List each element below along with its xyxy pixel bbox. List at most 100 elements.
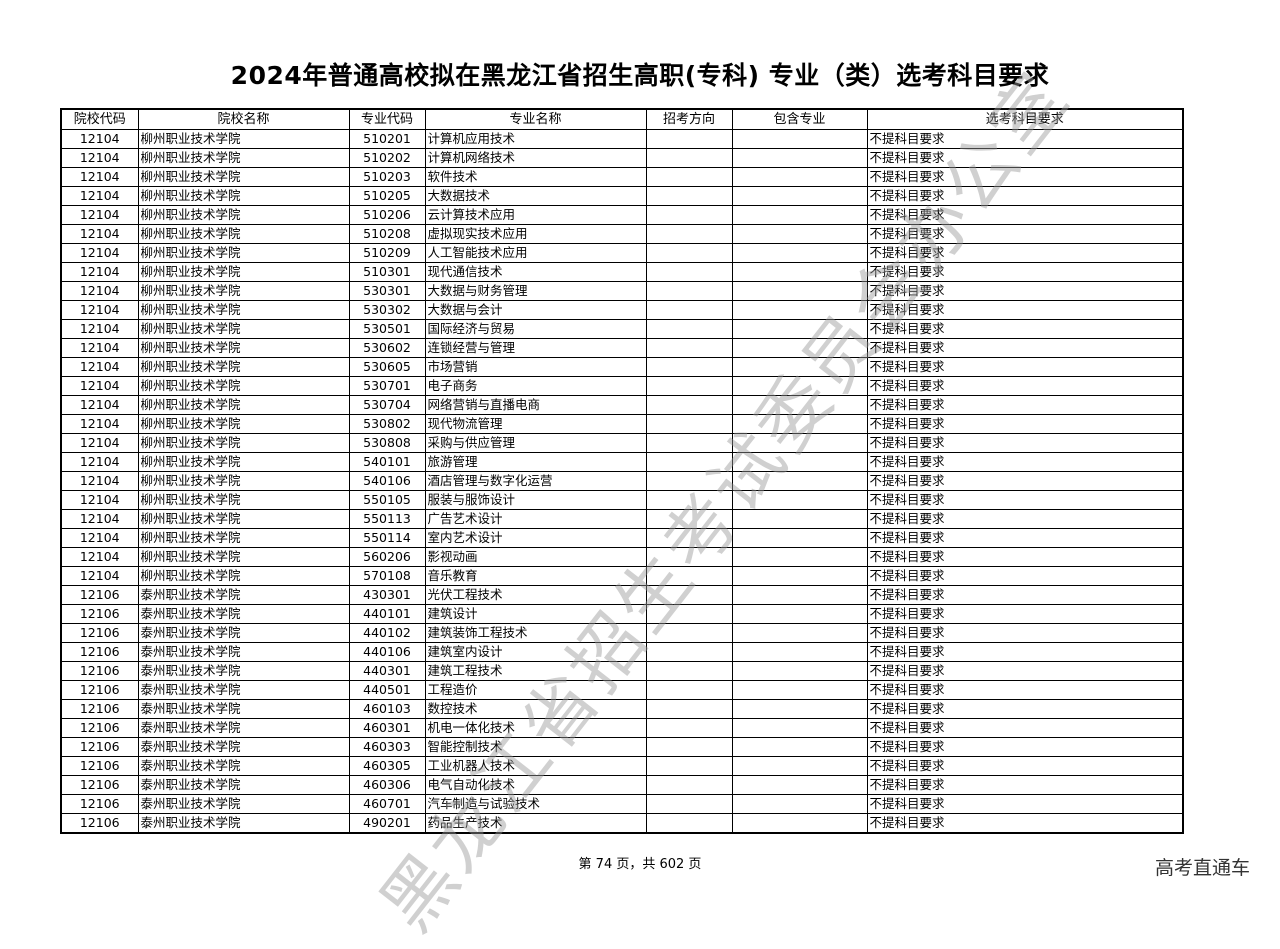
table-cell xyxy=(645,319,733,339)
table-cell: 广告艺术设计 xyxy=(424,509,647,529)
table-cell: 12104 xyxy=(60,433,139,453)
table-cell: 460306 xyxy=(348,775,426,795)
table-row: 12104 柳州职业技术学院 510209 人工智能技术应用 不提科目要求 xyxy=(60,243,1184,263)
table-cell: 柳州职业技术学院 xyxy=(137,148,350,168)
table-cell: 不提科目要求 xyxy=(866,471,1184,491)
table-cell xyxy=(731,813,868,834)
table-cell: 12104 xyxy=(60,205,139,225)
table-cell: 人工智能技术应用 xyxy=(424,243,647,263)
table-cell: 530802 xyxy=(348,414,426,434)
table-cell: 连锁经营与管理 xyxy=(424,338,647,358)
table-row: 12106 泰州职业技术学院 490201 药品生产技术 不提科目要求 xyxy=(60,813,1184,834)
table-cell: 12104 xyxy=(60,509,139,529)
table-cell: 12106 xyxy=(60,775,139,795)
table-cell: 12106 xyxy=(60,794,139,814)
table-cell xyxy=(645,338,733,358)
column-header: 招考方向 xyxy=(645,108,733,130)
table-cell: 柳州职业技术学院 xyxy=(137,509,350,529)
table-cell: 510209 xyxy=(348,243,426,263)
table-cell: 泰州职业技术学院 xyxy=(137,642,350,662)
column-header: 专业名称 xyxy=(424,108,647,130)
table-cell: 智能控制技术 xyxy=(424,737,647,757)
table-cell xyxy=(731,566,868,586)
table-cell: 电子商务 xyxy=(424,376,647,396)
table-row: 12104 柳州职业技术学院 530704 网络营销与直播电商 不提科目要求 xyxy=(60,395,1184,415)
table-cell: 不提科目要求 xyxy=(866,737,1184,757)
table-cell: 530704 xyxy=(348,395,426,415)
table-cell xyxy=(731,642,868,662)
table-cell: 12104 xyxy=(60,186,139,206)
table-cell: 影视动画 xyxy=(424,547,647,567)
table-cell xyxy=(731,680,868,700)
table-cell xyxy=(731,281,868,301)
table-cell xyxy=(731,148,868,168)
table-cell: 柳州职业技术学院 xyxy=(137,528,350,548)
table-cell xyxy=(645,623,733,643)
table-row: 12104 柳州职业技术学院 510206 云计算技术应用 不提科目要求 xyxy=(60,205,1184,225)
table-cell: 12106 xyxy=(60,737,139,757)
table-cell: 不提科目要求 xyxy=(866,509,1184,529)
table-cell: 泰州职业技术学院 xyxy=(137,775,350,795)
table-cell xyxy=(645,414,733,434)
table-cell: 不提科目要求 xyxy=(866,281,1184,301)
table-cell: 柳州职业技术学院 xyxy=(137,414,350,434)
table-cell xyxy=(731,338,868,358)
column-header: 包含专业 xyxy=(731,108,868,130)
table-cell: 泰州职业技术学院 xyxy=(137,718,350,738)
table-row: 12104 柳州职业技术学院 560206 影视动画 不提科目要求 xyxy=(60,547,1184,567)
table-cell: 12104 xyxy=(60,129,139,149)
table-cell: 不提科目要求 xyxy=(866,338,1184,358)
column-header: 院校代码 xyxy=(60,108,139,130)
table-cell: 510301 xyxy=(348,262,426,282)
table-cell xyxy=(731,547,868,567)
table-cell: 510205 xyxy=(348,186,426,206)
table-cell: 460305 xyxy=(348,756,426,776)
table-cell: 460303 xyxy=(348,737,426,757)
table-cell xyxy=(731,794,868,814)
table-row: 12106 泰州职业技术学院 460306 电气自动化技术 不提科目要求 xyxy=(60,775,1184,795)
table-cell: 不提科目要求 xyxy=(866,547,1184,567)
table-cell: 不提科目要求 xyxy=(866,205,1184,225)
table-cell: 510201 xyxy=(348,129,426,149)
table-cell: 12106 xyxy=(60,642,139,662)
table-cell xyxy=(645,661,733,681)
table-cell: 不提科目要求 xyxy=(866,376,1184,396)
table-cell: 510206 xyxy=(348,205,426,225)
table-cell: 柳州职业技术学院 xyxy=(137,129,350,149)
table-cell: 柳州职业技术学院 xyxy=(137,395,350,415)
table-cell: 大数据与会计 xyxy=(424,300,647,320)
table-cell: 柳州职业技术学院 xyxy=(137,566,350,586)
table-cell: 泰州职业技术学院 xyxy=(137,585,350,605)
table-cell: 不提科目要求 xyxy=(866,433,1184,453)
table-cell xyxy=(731,585,868,605)
table-cell: 音乐教育 xyxy=(424,566,647,586)
table-cell: 12106 xyxy=(60,756,139,776)
table-cell xyxy=(731,243,868,263)
table-cell: 建筑室内设计 xyxy=(424,642,647,662)
table-cell: 泰州职业技术学院 xyxy=(137,680,350,700)
table-cell: 工程造价 xyxy=(424,680,647,700)
table-cell: 不提科目要求 xyxy=(866,357,1184,377)
table-cell: 不提科目要求 xyxy=(866,794,1184,814)
table-cell: 柳州职业技术学院 xyxy=(137,338,350,358)
table-cell: 不提科目要求 xyxy=(866,129,1184,149)
table-cell: 530302 xyxy=(348,300,426,320)
table-cell: 不提科目要求 xyxy=(866,528,1184,548)
table-cell: 570108 xyxy=(348,566,426,586)
table-row: 12106 泰州职业技术学院 440102 建筑装饰工程技术 不提科目要求 xyxy=(60,623,1184,643)
table-cell xyxy=(645,376,733,396)
table-cell: 电气自动化技术 xyxy=(424,775,647,795)
table-cell: 建筑设计 xyxy=(424,604,647,624)
table-cell xyxy=(645,262,733,282)
table-cell: 12104 xyxy=(60,395,139,415)
table-cell: 12104 xyxy=(60,490,139,510)
table-row: 12104 柳州职业技术学院 540106 酒店管理与数字化运营 不提科目要求 xyxy=(60,471,1184,491)
table-cell: 柳州职业技术学院 xyxy=(137,471,350,491)
table-cell xyxy=(645,433,733,453)
table-cell xyxy=(731,509,868,529)
table-cell: 560206 xyxy=(348,547,426,567)
table-row: 12104 柳州职业技术学院 530605 市场营销 不提科目要求 xyxy=(60,357,1184,377)
table-cell xyxy=(645,186,733,206)
table-cell: 540106 xyxy=(348,471,426,491)
table-cell xyxy=(645,718,733,738)
